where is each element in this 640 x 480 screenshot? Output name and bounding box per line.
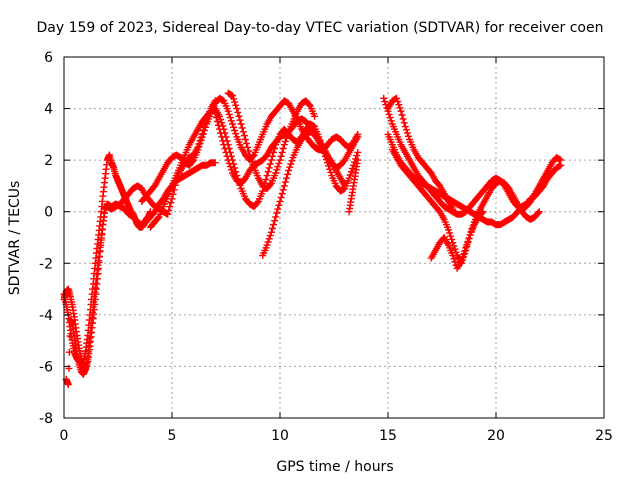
series-s7 bbox=[224, 89, 319, 192]
plus-markers bbox=[224, 89, 319, 192]
x-tick-label: 15 bbox=[379, 428, 397, 444]
y-tick-label: -8 bbox=[39, 411, 53, 427]
axis-ticks: 0 5 10 15 20 25 -8 -6 -4 -2 0 2 4 6 bbox=[39, 50, 613, 444]
x-tick-label: 0 bbox=[60, 428, 69, 444]
y-tick-label: 6 bbox=[44, 50, 53, 66]
series-s14 bbox=[384, 94, 457, 213]
plus-markers bbox=[259, 128, 349, 259]
plus-markers bbox=[380, 94, 565, 218]
data-points bbox=[60, 89, 565, 388]
y-tick-label: 4 bbox=[44, 102, 53, 118]
x-tick-label: 5 bbox=[168, 428, 177, 444]
grid bbox=[64, 57, 604, 418]
y-tick-label: -6 bbox=[39, 359, 53, 375]
y-tick-label: -4 bbox=[39, 308, 53, 324]
y-axis-label: SDTVAR / TECUs bbox=[7, 181, 23, 296]
x-tick-label: 25 bbox=[595, 428, 613, 444]
x-axis-label: GPS time / hours bbox=[276, 459, 393, 475]
y-tick-label: 2 bbox=[44, 153, 53, 169]
plus-markers bbox=[345, 156, 362, 216]
series-s13 bbox=[427, 208, 487, 272]
plot-frame bbox=[63, 56, 605, 419]
plus-markers bbox=[427, 208, 487, 272]
plus-markers bbox=[384, 94, 457, 213]
chart-title: Day 159 of 2023, Sidereal Day-to-day VTE… bbox=[37, 20, 604, 36]
y-tick-label: -2 bbox=[39, 256, 53, 272]
series-s8 bbox=[259, 128, 349, 259]
y-tick-label: 0 bbox=[44, 205, 53, 221]
x-tick-label: 10 bbox=[271, 428, 289, 444]
series-s9 bbox=[345, 156, 362, 216]
x-tick-label: 20 bbox=[487, 428, 505, 444]
series-s10 bbox=[380, 94, 565, 218]
